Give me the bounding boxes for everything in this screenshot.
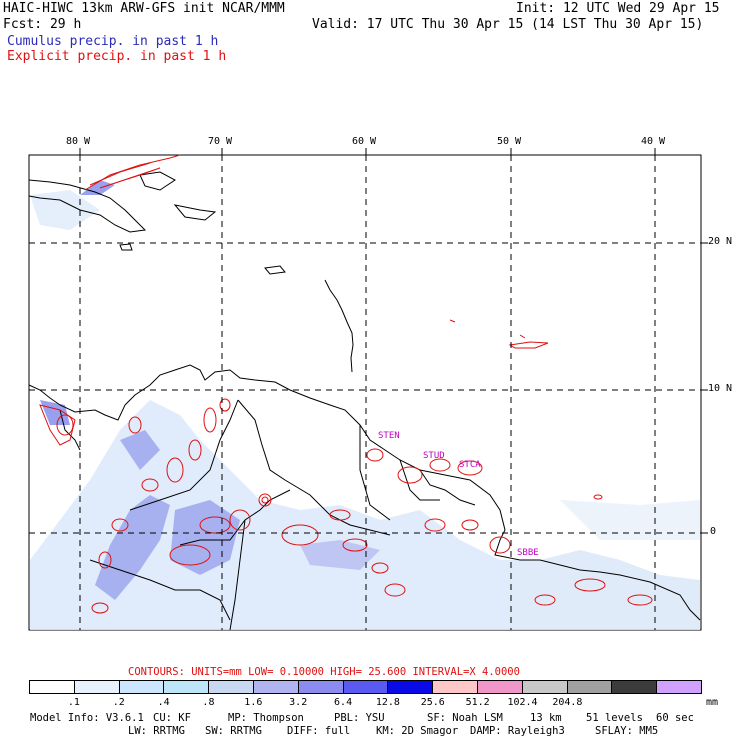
colorbar-label: 12.8 — [375, 697, 400, 708]
grid-ticks — [79, 148, 708, 534]
lon-label-50w: 50 W — [497, 136, 522, 147]
lat-label-10n: 10 N — [708, 383, 733, 394]
lat-label-20n: 20 N — [708, 236, 733, 247]
colorbar-swatch — [657, 681, 701, 693]
colorbar-swatch — [388, 681, 434, 693]
forecast-hour: Fcst: 29 h — [3, 17, 82, 32]
colorbar-swatch — [477, 681, 523, 693]
colorbar-label: .1 — [67, 697, 80, 708]
colorbar-label: 25.6 — [420, 697, 445, 708]
colorbar-label: 6.4 — [334, 697, 353, 708]
footer-km: KM: 2D Smagor — [376, 725, 459, 737]
colorbar-label: .2 — [112, 697, 125, 708]
footer-pbl: PBL: YSU — [334, 712, 385, 724]
contour-info: CONTOURS: UNITS=mm LOW= 0.10000 HIGH= 25… — [128, 666, 520, 678]
colorbar-label: 204.8 — [552, 697, 583, 708]
lon-label-40w: 40 W — [641, 136, 666, 147]
station-stca: STCA — [459, 460, 481, 470]
footer-lw: LW: RRTMG — [128, 725, 185, 737]
colorbar-swatch — [433, 681, 478, 693]
lon-label-70w: 70 W — [208, 136, 233, 147]
explicit-precip-contours — [39, 154, 653, 614]
station-sbbe: SBBE — [517, 548, 539, 558]
colorbar-swatch — [343, 681, 389, 693]
footer-sflay: SFLAY: MM5 — [595, 725, 659, 737]
footer-diff: DIFF: full — [287, 725, 351, 737]
colorbar-label: .8 — [202, 697, 215, 708]
footer-sf: SF: Noah LSM — [427, 712, 503, 724]
lat-lon-grid — [29, 155, 701, 630]
colorbar-label: .4 — [157, 697, 170, 708]
cumulus-precip-legend: Cumulus precip. in past 1 h — [7, 34, 219, 49]
footer-levels: 51 levels — [586, 712, 643, 724]
model-title: HAIC-HIWC 13km ARW-GFS init NCAR/MMM — [3, 1, 285, 16]
footer-sw: SW: RRTMG — [205, 725, 262, 737]
colorbar-swatch — [612, 681, 658, 693]
footer-timestep: 60 sec — [656, 712, 694, 724]
colorbar-swatch — [253, 681, 299, 693]
footer-mp: MP: Thompson — [228, 712, 304, 724]
valid-time: Valid: 17 UTC Thu 30 Apr 15 (14 LST Thu … — [312, 17, 704, 32]
colorbar-label: 51.2 — [465, 697, 490, 708]
explicit-precip-legend: Explicit precip. in past 1 h — [7, 49, 227, 64]
colorbar-swatch — [522, 681, 568, 693]
footer-model-info: Model Info: V3.6.1 — [30, 712, 144, 724]
colorbar-label: 1.6 — [244, 697, 263, 708]
station-stud: STUD — [423, 451, 445, 461]
colorbar-swatch — [164, 681, 210, 693]
footer-resolution: 13 km — [530, 712, 562, 724]
colorbar-swatch — [298, 681, 344, 693]
footer-damp: DAMP: Rayleigh3 — [470, 725, 565, 737]
lat-label-0: 0 — [710, 526, 717, 537]
station-sten: STEN — [378, 431, 400, 441]
colorbar-swatch — [74, 681, 120, 693]
colorbar-label: 102.4 — [507, 697, 538, 708]
lon-label-60w: 60 W — [352, 136, 377, 147]
colorbar-unit: mm — [706, 697, 719, 708]
lon-label-80w: 80 W — [66, 136, 91, 147]
colorbar-label: 3.2 — [289, 697, 308, 708]
init-time: Init: 12 UTC Wed 29 Apr 15 — [516, 1, 720, 16]
colorbar-swatch — [119, 681, 165, 693]
coastlines — [28, 171, 701, 631]
footer-cu: CU: KF — [153, 712, 191, 724]
colorbar-swatch — [30, 681, 75, 693]
colorbar — [29, 680, 702, 694]
colorbar-swatch — [567, 681, 613, 693]
colorbar-swatch — [209, 681, 254, 693]
